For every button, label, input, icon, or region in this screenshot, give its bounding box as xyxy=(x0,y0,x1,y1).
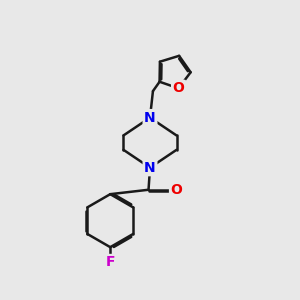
Text: O: O xyxy=(172,81,184,95)
Text: N: N xyxy=(144,161,156,175)
Text: O: O xyxy=(171,183,182,197)
Text: F: F xyxy=(106,256,115,269)
Text: N: N xyxy=(144,111,156,124)
